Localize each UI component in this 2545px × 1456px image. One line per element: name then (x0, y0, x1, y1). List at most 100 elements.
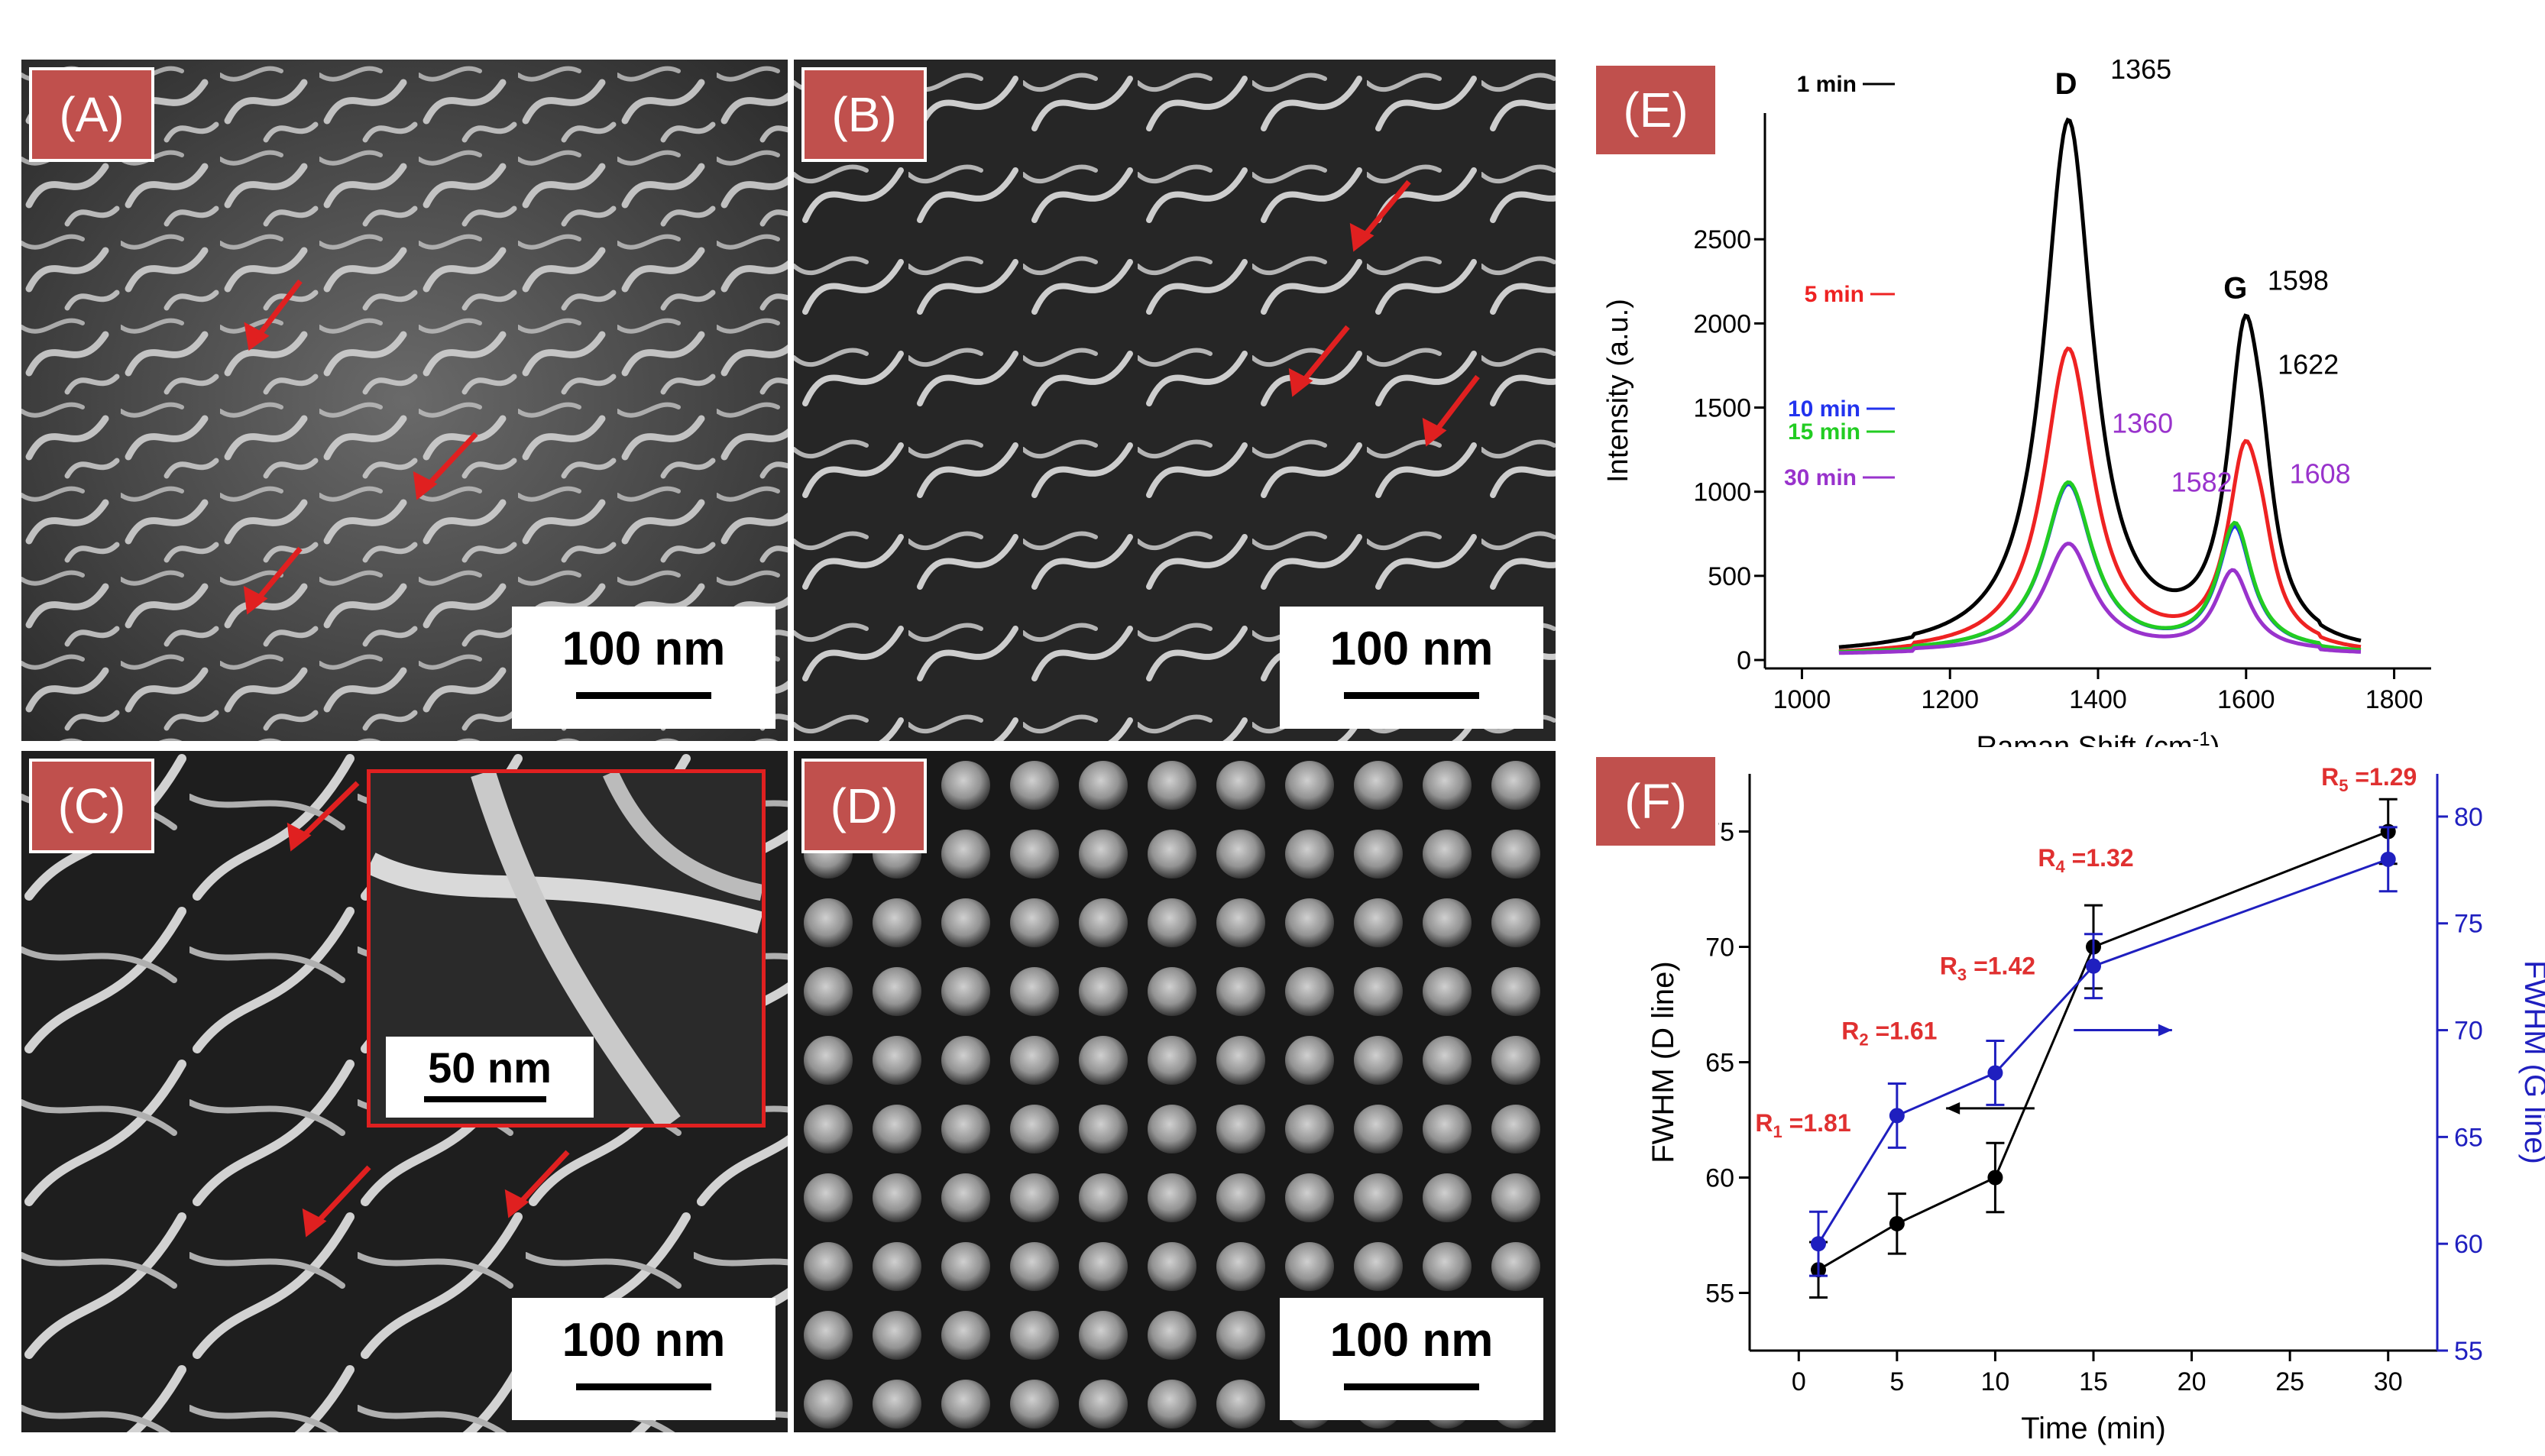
x-tick-label-6: 30 (2374, 1367, 2403, 1396)
ratio-r-1: R (1755, 1109, 1773, 1137)
right-tick-label-2: 65 (2454, 1123, 2483, 1152)
scale-label-c: 100 nm (562, 1314, 726, 1367)
left-tick-label-3: 70 (1705, 933, 1734, 963)
scale-label-b: 100 nm (1329, 623, 1494, 675)
ratio-r-5: R (2321, 763, 2339, 791)
ratio-label-1: R1 =1.81 (1755, 1109, 1850, 1141)
ratio-value-5: =1.29 (2348, 763, 2417, 791)
ratio-value-4: =1.32 (2065, 844, 2134, 872)
x-tick-label-3: 15 (2079, 1367, 2108, 1396)
ratio-label-5: R5 =1.29 (2321, 763, 2417, 795)
ratio-sub-5: 5 (2339, 776, 2348, 795)
x-axis-label: Raman Shift (cm-1) (1977, 727, 2220, 747)
right-tick-label-1: 60 (2454, 1230, 2483, 1259)
right-tick-label-5: 80 (2454, 803, 2483, 832)
peak-g-label: G (2223, 271, 2247, 305)
right-tick-label-0: 55 (2454, 1337, 2483, 1366)
point-0-1 (1889, 1215, 1905, 1231)
peak-1582-label: 1582 (2171, 467, 2233, 498)
x-tick-label-4: 20 (2177, 1367, 2207, 1396)
right-axis-label: FWHM (G line) (2518, 960, 2545, 1164)
sem-panel-b: (B) 100 nm (794, 60, 1556, 741)
inset-scale-label: 50 nm (428, 1043, 552, 1092)
series-label-3: 15 min (1788, 419, 1860, 445)
left-tick-label-0: 55 (1705, 1280, 1734, 1309)
ratio-r-2: R (1841, 1017, 1859, 1044)
sem-image-a (21, 60, 788, 741)
right-axis-indicator-head (2158, 1024, 2172, 1037)
fwhm-line-1 (1817, 858, 2389, 1244)
scale-bar-d: 100 nm (1280, 1298, 1543, 1420)
x-tick-label-2: 10 (1981, 1367, 2010, 1396)
raman-chart-panel: 1000 1200 1400 1600 1800 0 500 1000 1500 2000 2500… (1559, 60, 2545, 747)
fwhm-chart-panel: 0 5 10 15 20 25 30 55 60 65 70 75 55 60 65 70 75 80 Time (… (1559, 751, 2545, 1456)
raman-series-0 (1838, 117, 2362, 649)
raman-chart: 1000 1200 1400 1600 1800 0 500 1000 1500 2000 2500… (1602, 60, 2431, 747)
raman-series-4 (1838, 542, 2362, 655)
ratio-sub-3: 3 (1957, 966, 1967, 985)
right-tick-label-4: 75 (2454, 910, 2483, 939)
scale-bar-b: 100 nm (1280, 607, 1543, 729)
y-tick-label-5: 2500 (1693, 225, 1751, 254)
x-tick-label-2: 1400 (2069, 685, 2127, 714)
panel-tag-b: (B) (801, 67, 927, 162)
scale-line-d (1344, 1383, 1479, 1390)
series-label-0: 1 min (1797, 72, 1857, 97)
scale-label-d: 100 nm (1329, 1314, 1494, 1367)
x-tick-label-4: 1800 (2365, 685, 2424, 714)
scale-line-c (576, 1383, 711, 1390)
peak-1608-label: 1608 (2290, 458, 2351, 490)
x-tick-label-0: 1000 (1773, 685, 1831, 714)
y-tick-label-0: 0 (1737, 646, 1751, 675)
x-tick-label-1: 1200 (1921, 685, 1979, 714)
peak-1598-label: 1598 (2268, 264, 2329, 296)
ratio-value-3: =1.42 (1967, 953, 2035, 980)
panel-tag-c: (C) (29, 759, 154, 853)
series-label-1: 5 min (1805, 282, 1864, 307)
inset-scale-line (424, 1096, 546, 1102)
ratio-value-2: =1.61 (1869, 1017, 1938, 1044)
series-label-2: 10 min (1788, 396, 1860, 422)
scale-bar-a: 100 nm (512, 607, 775, 729)
inset-texture (371, 773, 762, 1124)
left-tick-label-1: 60 (1705, 1164, 1734, 1193)
scale-label-a: 100 nm (562, 623, 726, 675)
raman-series-3 (1838, 480, 2362, 654)
y-tick-label-4: 2000 (1693, 309, 1751, 338)
sem-panel-c: (C) 50 nm 100 nm (21, 751, 788, 1432)
x-tick-label-3: 1600 (2217, 685, 2275, 714)
y-axis-label: Intensity (a.u.) (1602, 299, 1634, 483)
ratio-label-2: R2 =1.61 (1841, 1017, 1937, 1049)
ratio-value-1: =1.81 (1782, 1109, 1851, 1137)
point-1-0 (1811, 1236, 1826, 1252)
panel-tag-a: (A) (29, 67, 154, 162)
point-1-3 (2086, 958, 2101, 974)
x-label-main: Raman Shift (cm (1977, 731, 2193, 747)
panel-tag-f: (F) (1593, 754, 1718, 849)
fwhm-line-0 (1818, 830, 2389, 1271)
raman-series-1 (1838, 346, 2362, 653)
inset-image-c: 50 nm (367, 769, 766, 1128)
ratio-r-4: R (2038, 844, 2055, 872)
ratio-sub-2: 2 (1859, 1030, 1868, 1049)
point-1-1 (1889, 1108, 1905, 1124)
point-0-2 (1987, 1170, 2003, 1186)
peak-d-label: D (2055, 67, 2077, 101)
left-axis-indicator-head (1946, 1102, 1961, 1115)
ratio-sub-1: 1 (1773, 1122, 1782, 1141)
left-tick-label-2: 65 (1705, 1049, 1734, 1078)
point-1-2 (1987, 1065, 2003, 1081)
x-label-end: ) (2210, 731, 2220, 747)
peak-1622-label: 1622 (2278, 348, 2339, 380)
sem-image-b (794, 60, 1556, 741)
ratio-sub-4: 4 (2056, 857, 2066, 876)
scale-line-b (1344, 692, 1479, 699)
scale-line-a (576, 692, 711, 699)
y-tick-label-2: 1000 (1693, 478, 1751, 507)
x-label-sup: -1 (2193, 727, 2210, 747)
sem-panel-d: (D) 100 nm (794, 751, 1556, 1432)
series-label-4: 30 min (1784, 465, 1857, 490)
ratio-r-3: R (1940, 953, 1957, 980)
y-tick-label-3: 1500 (1693, 394, 1751, 423)
